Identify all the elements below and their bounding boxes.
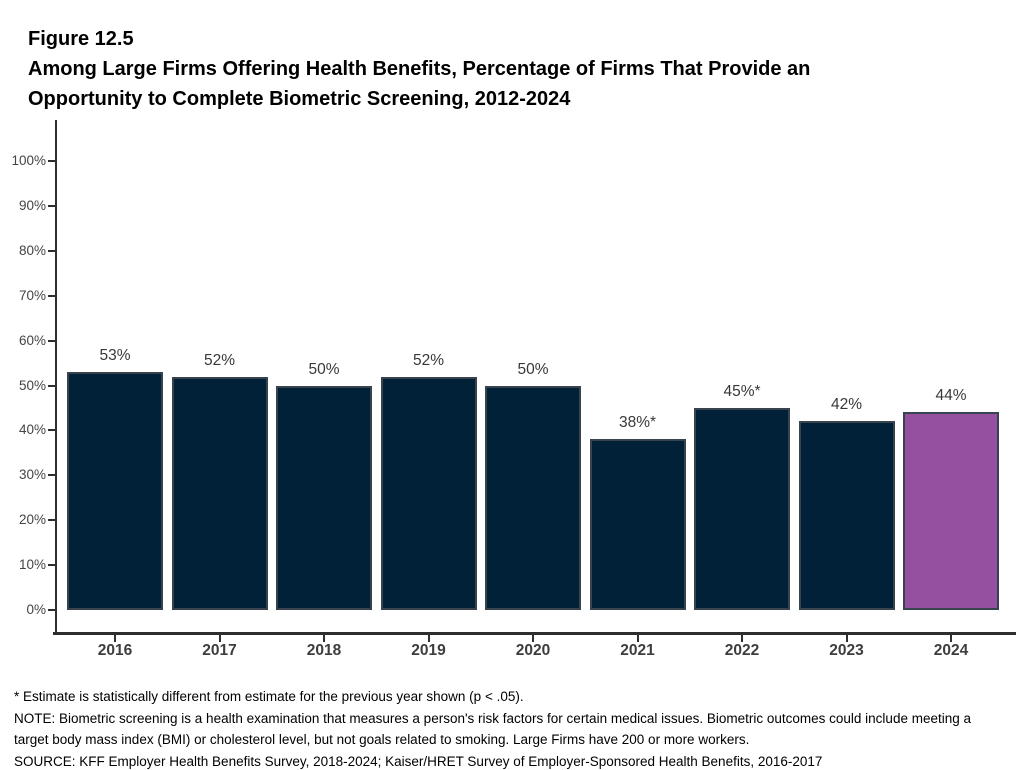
y-axis-tick-mark bbox=[48, 564, 55, 567]
bar-value-label-2022: 45%* bbox=[723, 382, 761, 400]
bar-2018 bbox=[276, 385, 372, 610]
x-axis-tick-mark bbox=[636, 634, 639, 642]
x-axis-label-2022: 2022 bbox=[724, 642, 760, 659]
y-axis-tick-label: 40% bbox=[18, 422, 46, 438]
x-axis-tick-mark bbox=[427, 634, 430, 642]
bar-2017 bbox=[171, 376, 268, 610]
bar-value-label-2020: 50% bbox=[517, 360, 549, 378]
y-axis-tick-label: 30% bbox=[18, 467, 46, 483]
bar-2024-highlighted bbox=[903, 412, 999, 610]
x-axis-line bbox=[53, 632, 1016, 635]
x-axis-tick-mark bbox=[532, 634, 534, 642]
chart-header: Figure 12.5 Among Large Firms Offering H… bbox=[28, 24, 888, 114]
bar-value-label-2017: 52% bbox=[203, 351, 236, 369]
x-axis-tick-mark bbox=[323, 634, 325, 642]
bar-2020 bbox=[485, 385, 581, 610]
y-axis-tick-mark bbox=[48, 339, 55, 342]
bar-value-label-2019: 52% bbox=[412, 351, 445, 369]
y-axis-tick-label: 80% bbox=[18, 242, 46, 258]
figure-number: Figure 12.5 bbox=[28, 28, 134, 50]
y-axis-tick-mark bbox=[48, 249, 55, 252]
bar-value-label-2021: 38%* bbox=[618, 414, 657, 432]
bar-2023 bbox=[798, 421, 895, 610]
y-axis-tick-mark bbox=[48, 294, 55, 297]
y-axis-tick-mark bbox=[48, 384, 55, 387]
x-axis-label-2018: 2018 bbox=[306, 642, 342, 659]
footnote-source: SOURCE: KFF Employer Health Benefits Sur… bbox=[14, 753, 823, 769]
x-axis-label-2021: 2021 bbox=[620, 642, 655, 659]
y-axis-tick-mark bbox=[48, 609, 55, 611]
y-axis-tick-label: 0% bbox=[26, 602, 46, 617]
x-axis-label-2020: 2020 bbox=[515, 642, 551, 659]
x-axis-label-2024: 2024 bbox=[933, 642, 969, 659]
bar-value-label-2018: 50% bbox=[308, 360, 340, 378]
bar-2016 bbox=[67, 372, 163, 610]
y-axis-tick-mark bbox=[48, 474, 55, 477]
x-axis-tick-mark bbox=[741, 634, 743, 642]
y-axis-line bbox=[55, 120, 57, 635]
footnote-asterisk: * Estimate is statistically different fr… bbox=[14, 689, 524, 704]
chart-title: Among Large Firms Offering Health Benefi… bbox=[28, 58, 811, 110]
footnotes: * Estimate is statistically different fr… bbox=[14, 686, 974, 770]
y-axis-tick-label: 60% bbox=[18, 332, 46, 348]
y-axis-tick-mark bbox=[48, 519, 55, 522]
footnote-note: NOTE: Biometric screening is a health ex… bbox=[14, 710, 971, 748]
y-axis-tick-label: 90% bbox=[18, 197, 46, 213]
x-axis-label-2019: 2019 bbox=[411, 642, 446, 659]
x-axis-tick-mark bbox=[114, 634, 116, 642]
y-axis-tick-label: 100% bbox=[11, 153, 46, 168]
y-axis-tick-mark bbox=[48, 429, 55, 432]
y-axis-tick-mark bbox=[48, 160, 55, 162]
x-axis-tick-mark bbox=[845, 634, 848, 642]
y-axis-tick-label: 50% bbox=[18, 377, 46, 393]
bar-value-label-2023: 42% bbox=[830, 396, 863, 414]
y-axis-tick-mark bbox=[48, 204, 55, 207]
y-axis-tick-label: 20% bbox=[18, 512, 46, 528]
x-axis-label-2016: 2016 bbox=[97, 642, 133, 659]
y-axis-tick-label: 10% bbox=[18, 557, 46, 573]
bar-2021 bbox=[589, 439, 686, 610]
x-axis-label-2023: 2023 bbox=[829, 642, 864, 659]
x-axis-tick-mark bbox=[950, 634, 952, 642]
x-axis-tick-mark bbox=[218, 634, 221, 642]
y-axis-tick-label: 70% bbox=[18, 287, 46, 303]
bar-value-label-2016: 53% bbox=[99, 347, 131, 365]
bar-2019 bbox=[380, 376, 477, 610]
x-axis-label-2017: 2017 bbox=[202, 642, 237, 659]
bar-value-label-2024: 44% bbox=[935, 387, 967, 405]
bar-2022 bbox=[694, 407, 790, 610]
